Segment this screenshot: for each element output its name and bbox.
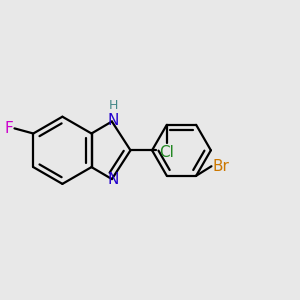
- Text: N: N: [107, 172, 118, 187]
- Text: Cl: Cl: [159, 145, 174, 160]
- Text: Br: Br: [213, 159, 230, 174]
- Text: N: N: [107, 113, 118, 128]
- Text: H: H: [108, 99, 118, 112]
- Text: F: F: [4, 121, 13, 136]
